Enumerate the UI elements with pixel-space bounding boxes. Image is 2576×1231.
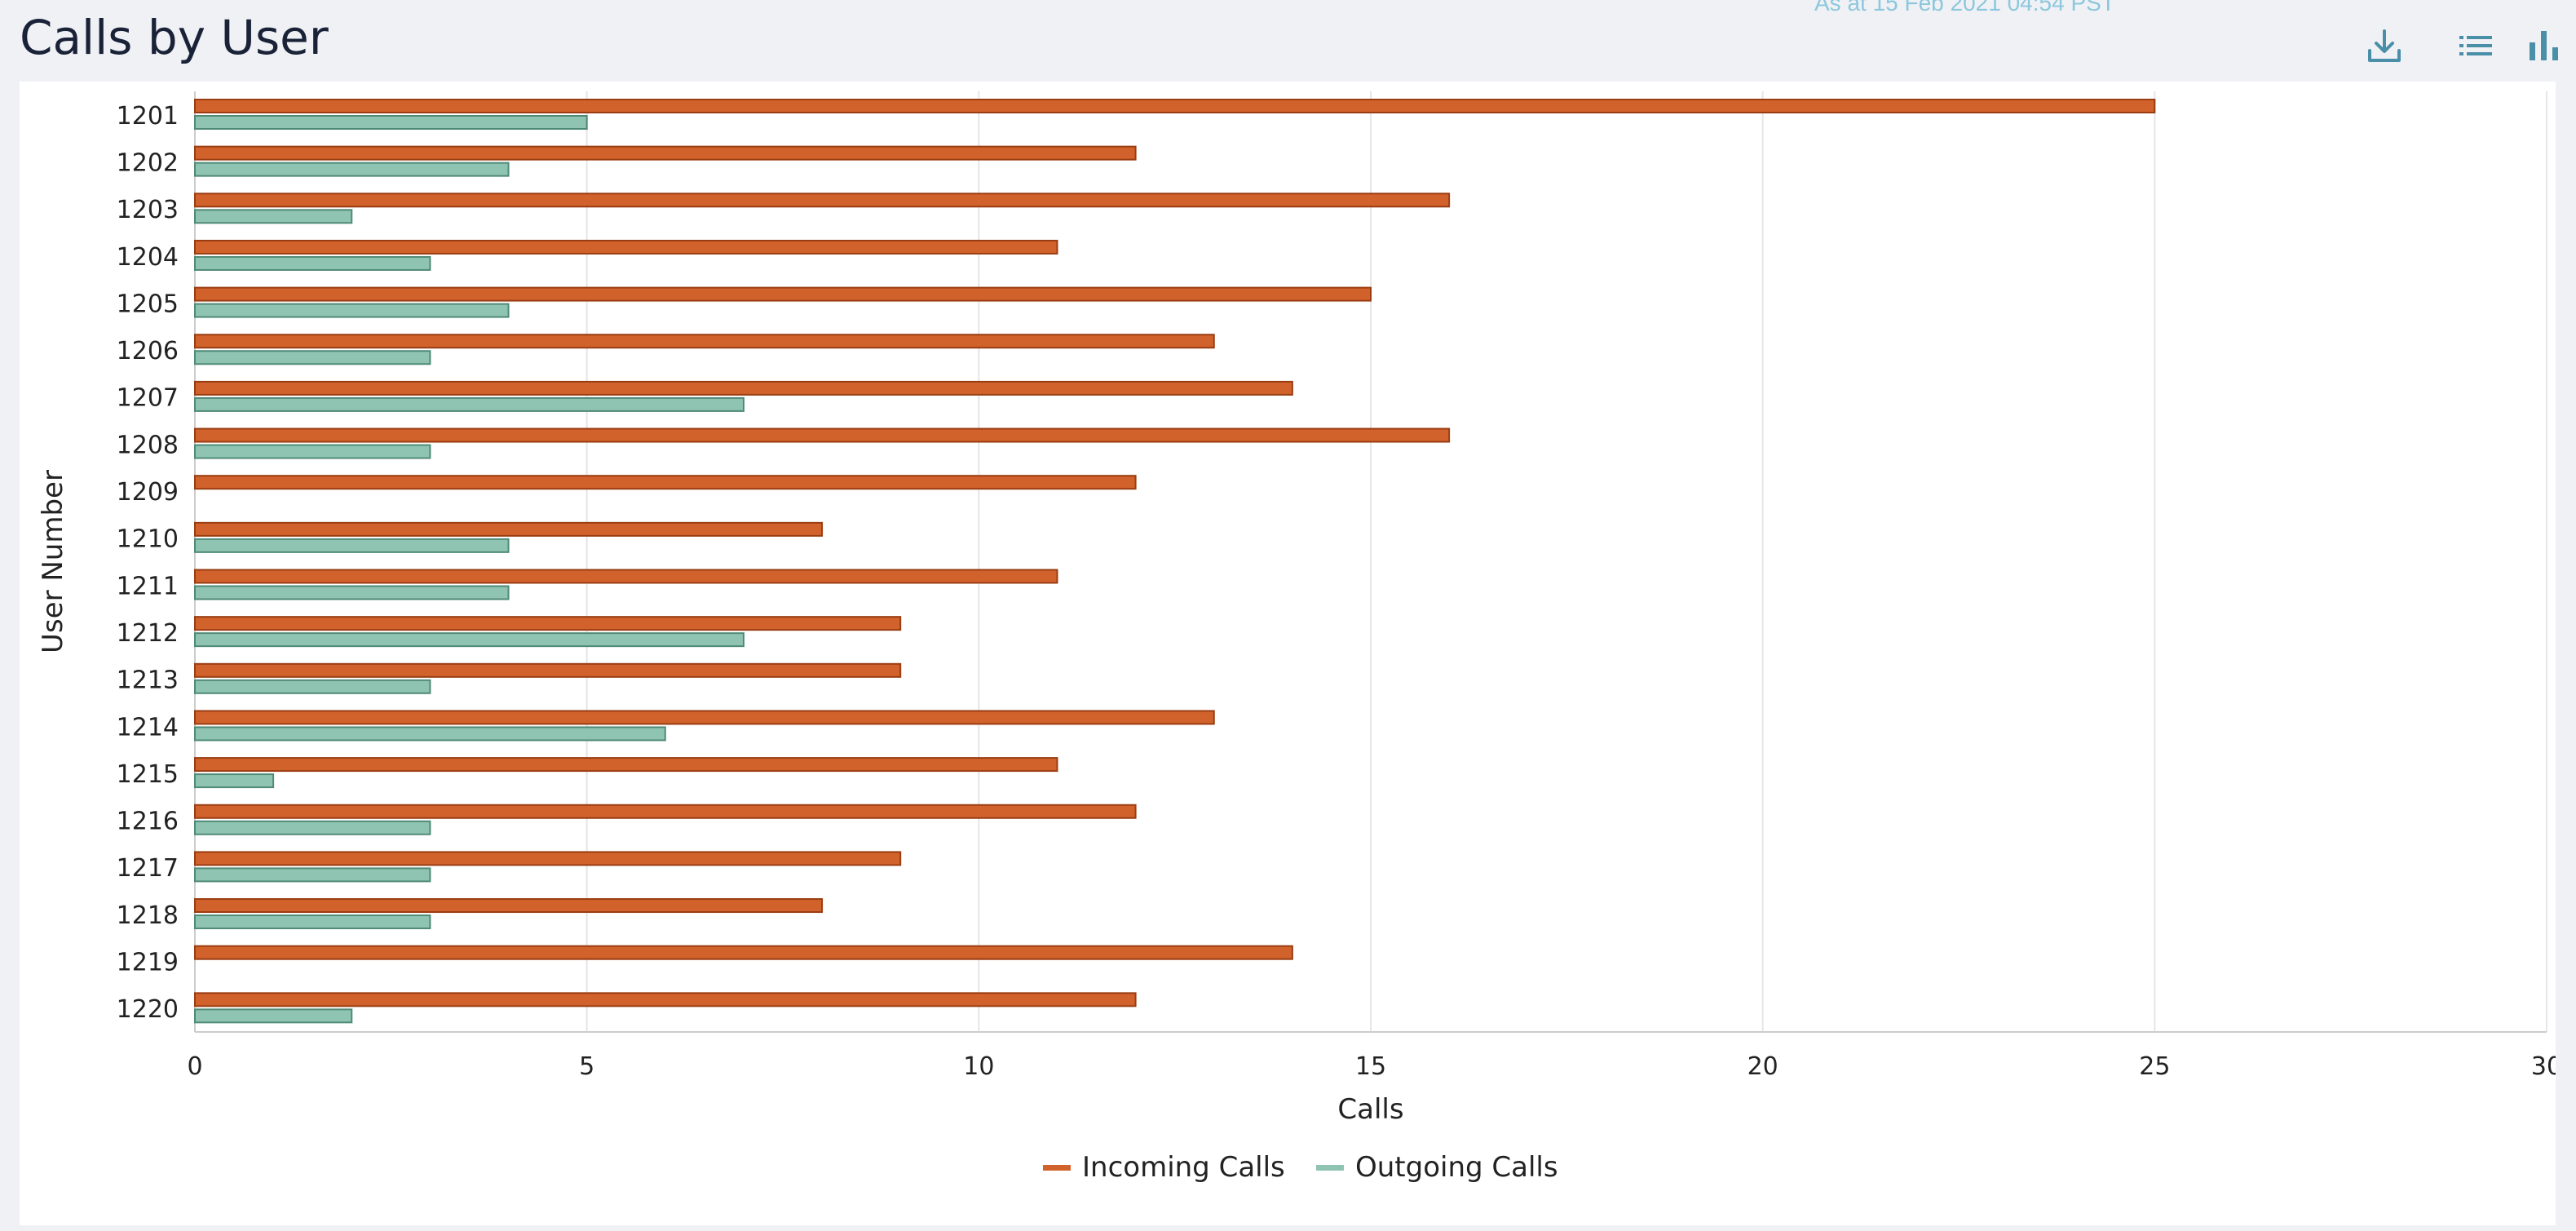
- x-tick-label: 5: [579, 1052, 594, 1081]
- incoming-bar: [194, 99, 2156, 113]
- y-axis-title: User Number: [37, 470, 69, 653]
- outgoing-bar: [194, 679, 431, 694]
- legend-swatch: [1043, 1165, 1071, 1171]
- y-tick-label: 1201: [117, 102, 179, 131]
- y-tick-label: 1215: [117, 760, 179, 789]
- y-tick-label: 1217: [117, 854, 179, 883]
- incoming-bar: [194, 992, 1137, 1007]
- y-tick-label: 1203: [117, 196, 179, 224]
- outgoing-bar: [194, 255, 431, 271]
- outgoing-bar: [194, 820, 431, 835]
- x-tick-label: 0: [187, 1052, 202, 1081]
- y-tick-label: 1206: [117, 337, 179, 365]
- y-tick-label: 1202: [117, 148, 179, 177]
- y-tick-label: 1210: [117, 525, 179, 554]
- y-tick-label: 1208: [117, 431, 179, 459]
- incoming-bar: [194, 662, 902, 678]
- y-tick-label: 1220: [117, 995, 179, 1024]
- outgoing-bar: [194, 115, 588, 130]
- outgoing-bar: [194, 867, 431, 883]
- incoming-bar: [194, 804, 1137, 819]
- outgoing-bar: [194, 162, 510, 177]
- x-tick-label: 15: [1355, 1052, 1386, 1081]
- incoming-bar: [194, 710, 1215, 725]
- incoming-bar: [194, 569, 1058, 584]
- incoming-bar: [194, 945, 1293, 960]
- x-tick-label: 20: [1748, 1052, 1778, 1081]
- outgoing-bar: [194, 726, 666, 742]
- outgoing-bar: [194, 444, 431, 459]
- y-tick-label: 1204: [117, 243, 179, 272]
- incoming-bar: [194, 193, 1451, 208]
- incoming-bar: [194, 239, 1058, 255]
- incoming-bar: [194, 145, 1137, 161]
- list-icon[interactable]: [2454, 24, 2497, 67]
- outgoing-bar: [194, 585, 510, 600]
- bar-chart-icon[interactable]: [2525, 24, 2567, 67]
- incoming-bar: [194, 427, 1451, 443]
- outgoing-bar: [194, 773, 275, 789]
- incoming-bar: [194, 851, 902, 866]
- x-tick-label: 30: [2531, 1052, 2556, 1081]
- incoming-bar: [194, 757, 1058, 773]
- legend-swatch: [1316, 1165, 1344, 1171]
- outgoing-bar: [194, 538, 510, 553]
- incoming-bar: [194, 380, 1293, 396]
- outgoing-bar: [194, 1008, 353, 1024]
- outgoing-bar: [194, 303, 510, 318]
- outgoing-bar: [194, 396, 745, 412]
- download-icon[interactable]: [2363, 24, 2406, 67]
- chart-card: 0 5 10 15 20 25 30 1201 1202 1203 1204 1205 1206 1207…: [20, 82, 2556, 1225]
- outgoing-bar: [194, 632, 745, 648]
- x-tick-label: 25: [2139, 1052, 2170, 1081]
- y-tick-label: 1207: [117, 384, 179, 413]
- incoming-bar: [194, 521, 824, 537]
- outgoing-bar: [194, 914, 431, 930]
- y-tick-label: 1211: [117, 572, 179, 600]
- outgoing-bar: [194, 209, 353, 224]
- bar-chart: 0 5 10 15 20 25 30 1201 1202 1203 1204 1205 1206 1207…: [37, 91, 2556, 1184]
- legend-label: Outgoing Calls: [1355, 1151, 1558, 1184]
- y-tick-label: 1214: [117, 713, 179, 742]
- incoming-bar: [194, 286, 1372, 302]
- y-tick-label: 1212: [117, 619, 179, 648]
- y-tick-label: 1209: [117, 478, 179, 507]
- y-tick-label: 1216: [117, 808, 179, 836]
- legend-label: Incoming Calls: [1082, 1151, 1285, 1184]
- x-tick-label: 10: [963, 1052, 994, 1081]
- incoming-bar: [194, 475, 1137, 490]
- incoming-bar: [194, 334, 1215, 349]
- page-title: Calls by User: [20, 10, 329, 65]
- y-tick-label: 1205: [117, 290, 179, 318]
- y-tick-label: 1213: [117, 666, 179, 695]
- outgoing-bar: [194, 350, 431, 365]
- timestamp: As at 15 Feb 2021 04:54 PST: [1814, 0, 2115, 15]
- incoming-bar: [194, 616, 902, 631]
- x-axis-title: Calls: [1337, 1093, 1403, 1126]
- incoming-bar: [194, 898, 824, 914]
- y-tick-label: 1219: [117, 949, 179, 977]
- y-tick-label: 1218: [117, 901, 179, 930]
